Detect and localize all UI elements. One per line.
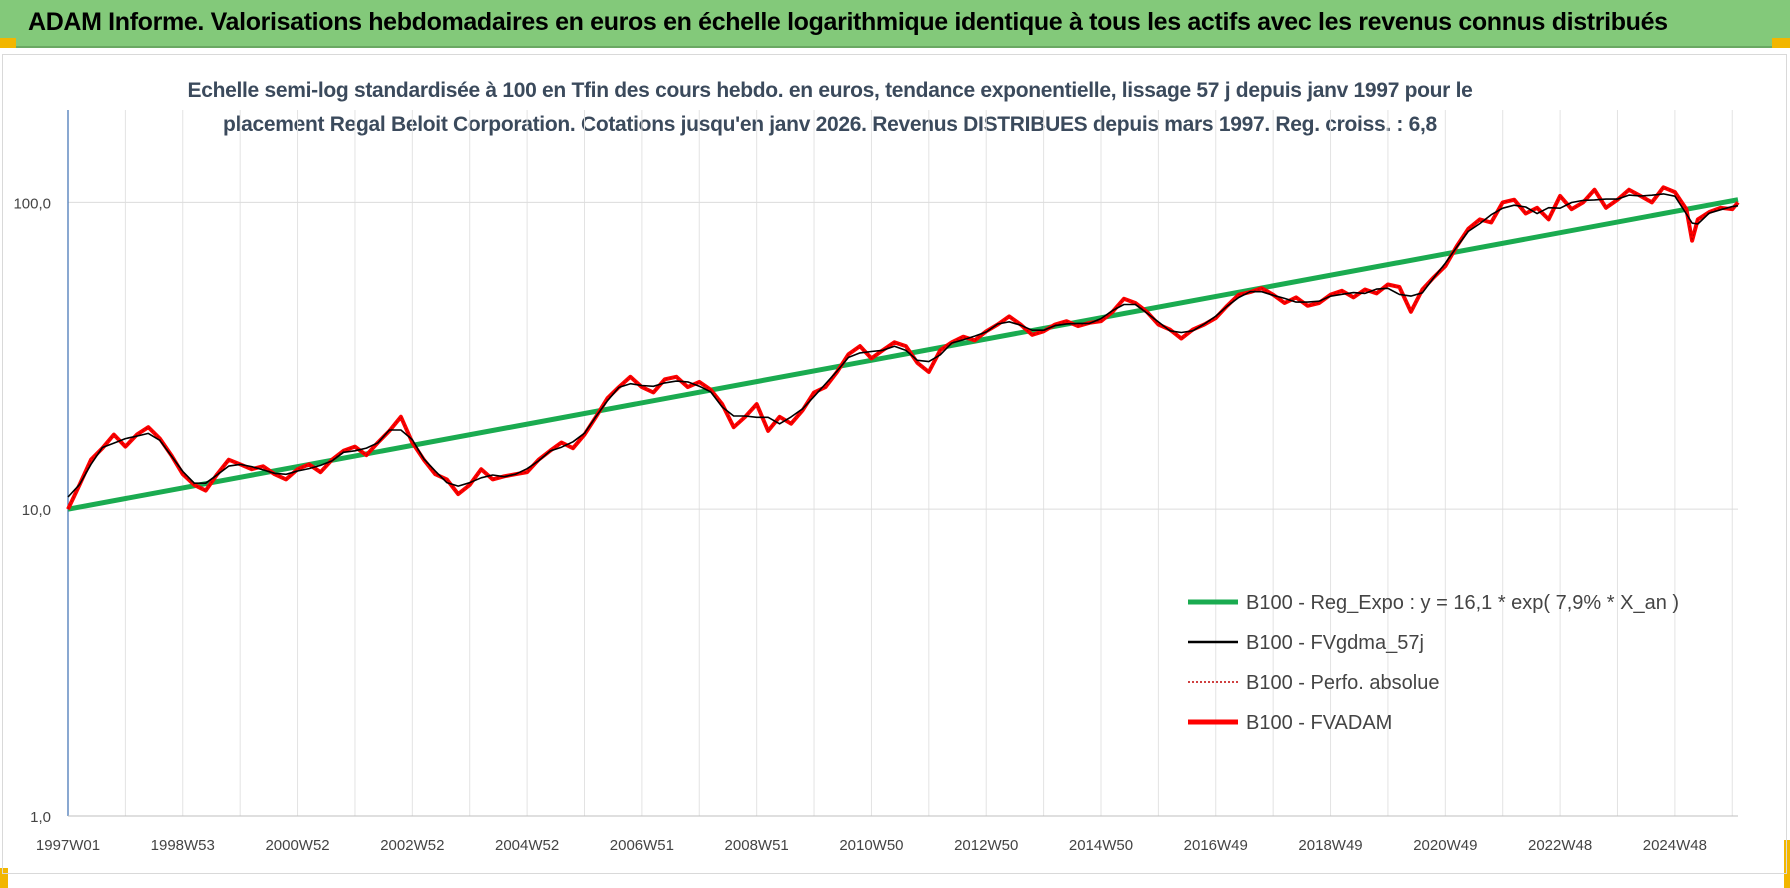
chart-frame — [2, 54, 1787, 874]
legend-label: B100 - FVgdma_57j — [1246, 632, 1424, 654]
chart-subtitle: Echelle semi-log standardisée à 100 en T… — [180, 74, 1480, 142]
legend-label: B100 - FVADAM — [1246, 712, 1392, 734]
series-line-reg-expo — [67, 197, 1739, 512]
x-tick-label: 1997W01 — [36, 837, 100, 854]
legend-label: B100 - Perfo. absolue — [1246, 672, 1439, 694]
x-tick-label: 2006W51 — [610, 837, 674, 854]
y-tick-label: 10,0 — [22, 502, 51, 519]
x-tick-label: 2020W49 — [1413, 837, 1477, 854]
chart-subtitle-line-2: placement Regal Beloit Corporation. Cota… — [223, 113, 1437, 136]
x-tick-label: 2004W52 — [495, 837, 559, 854]
x-tick-label: 2014W50 — [1069, 837, 1133, 854]
series-line-fvgdma — [67, 193, 1739, 498]
corner-marker-bottom-left — [0, 868, 8, 888]
corner-marker-top-right — [1772, 38, 1790, 48]
corner-marker-bottom-right — [1784, 840, 1790, 888]
x-tick-label: 2018W49 — [1298, 837, 1362, 854]
header-bar — [0, 0, 1790, 48]
x-tick-label: 2010W50 — [839, 837, 903, 854]
corner-marker-top-left — [0, 38, 16, 48]
page-title: ADAM Informe. Valorisations hebdomadaire… — [28, 8, 1668, 36]
chart-subtitle-line-1: Echelle semi-log standardisée à 100 en T… — [187, 79, 1473, 102]
y-tick-label: 100,0 — [13, 195, 51, 212]
legend-label: B100 - Reg_Expo : y = 16,1 * exp( 7,9% *… — [1246, 592, 1679, 614]
y-tick-label: 1,0 — [30, 809, 51, 826]
x-tick-label: 2000W52 — [265, 837, 329, 854]
x-tick-label: 2012W50 — [954, 837, 1018, 854]
x-tick-label: 2024W48 — [1643, 837, 1707, 854]
x-tick-label: 1998W53 — [151, 837, 215, 854]
x-tick-label: 2016W49 — [1184, 837, 1248, 854]
x-tick-label: 2022W48 — [1528, 837, 1592, 854]
x-tick-label: 2002W52 — [380, 837, 444, 854]
x-tick-label: 2008W51 — [725, 837, 789, 854]
